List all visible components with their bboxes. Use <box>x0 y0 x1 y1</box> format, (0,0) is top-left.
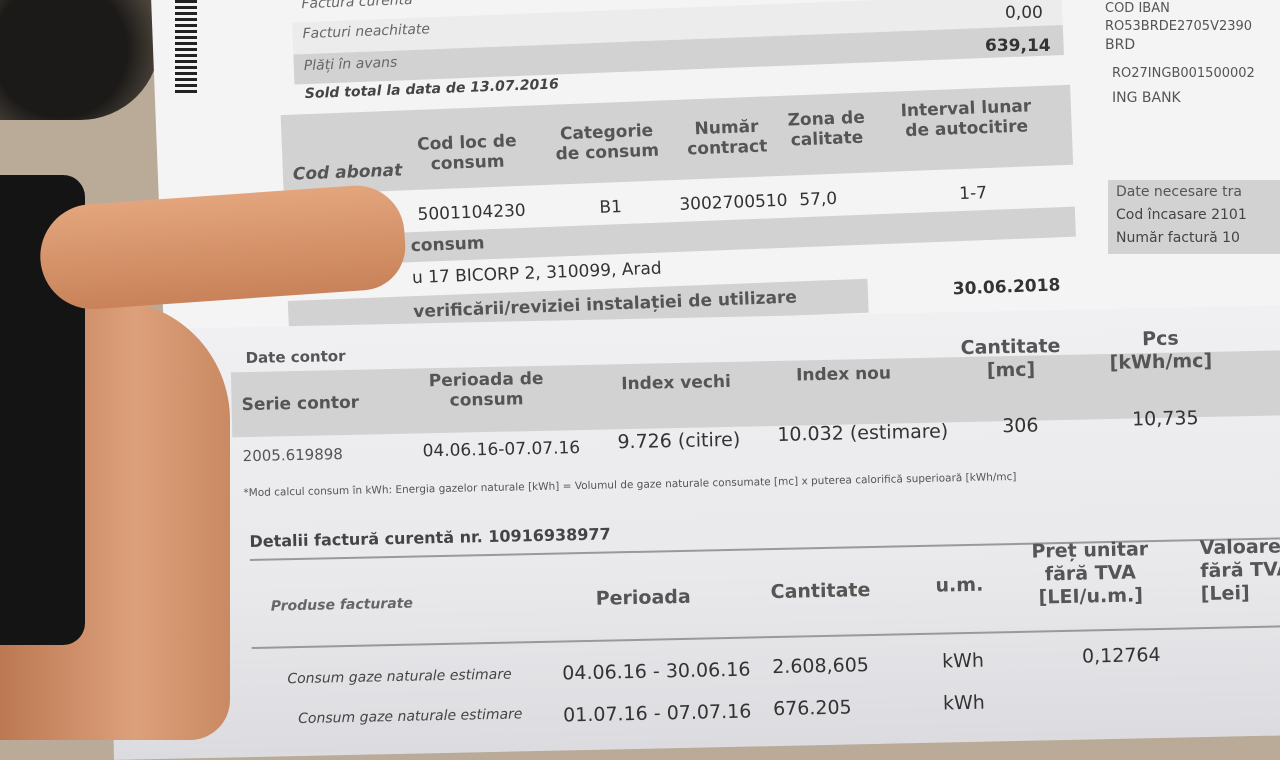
cell: 04.06.16-07.07.16 <box>422 438 581 462</box>
col-header: Cantitate <box>770 579 871 604</box>
col-header: Index vechi <box>621 371 732 395</box>
cell: 0,12764 <box>1081 643 1161 668</box>
col-header: Perioada de consum <box>428 368 544 412</box>
col-header: Index nou <box>795 363 892 386</box>
cell: 306 <box>1001 414 1039 438</box>
summary-value: 0,00 <box>1005 3 1043 23</box>
invoice-title: Detalii factură curentă nr. 10916938977 <box>249 524 611 552</box>
cell: 57,0 <box>798 188 838 211</box>
cell: 676.205 <box>772 696 852 721</box>
cell: Consum gaze naturale estimare <box>287 666 512 688</box>
cell: 3002700510 <box>679 190 788 215</box>
col-header: Pcs [kWh/mc] <box>1109 327 1213 374</box>
cell: 2005.619898 <box>242 445 344 466</box>
cell: 9.726 (citire) <box>617 428 741 454</box>
payment-box-line: Cod încasare 2101 <box>1116 207 1247 223</box>
meter-title: Date contor <box>245 346 346 368</box>
summary-label: Factura curentă <box>301 0 414 13</box>
payment-box-line: Număr factură 10 <box>1116 230 1240 246</box>
address-label: consum <box>410 233 485 257</box>
col-header: u.m. <box>935 573 984 597</box>
background-object <box>0 0 160 120</box>
col-header: Cantitate [mc] <box>960 334 1061 382</box>
cell: 10,735 <box>1131 407 1199 431</box>
bank-ing: ING BANK <box>1112 90 1181 106</box>
address: u 17 BICORP 2, 310099, Arad <box>411 258 662 289</box>
summary-value: 639,14 <box>985 36 1051 56</box>
col-header: Produse facturate <box>270 595 414 615</box>
cell: Consum gaze naturale estimare <box>298 706 523 728</box>
iban-brd: RO53BRDE2705V2390 <box>1105 19 1253 34</box>
col-header: Număr contract <box>686 116 768 160</box>
cell: kWh <box>942 691 986 715</box>
bank-panel: COD IBAN RO53BRDE2705V2390 BRD RO27INGB0… <box>1100 0 1280 260</box>
calculation-note: *Mod calcul consum în kWh: Energia gazel… <box>243 470 1017 500</box>
cell: kWh <box>941 649 985 673</box>
cell: 01.07.16 - 07.07.16 <box>562 700 752 727</box>
iban-label: COD IBAN <box>1105 1 1170 16</box>
revision-date: 30.06.2018 <box>952 275 1061 300</box>
cell: 04.06.16 - 30.06.16 <box>562 658 751 685</box>
iban-ing: RO27INGB001500002 <box>1112 66 1255 81</box>
col-header: Cod loc de consum <box>416 131 517 175</box>
bill-bottom-section: Date contor Serie contor Perioada de con… <box>105 304 1280 760</box>
cell: 5001104230 <box>417 200 527 225</box>
col-header: Zona de calitate <box>787 107 866 151</box>
col-header: Categorie de consum <box>555 120 660 165</box>
col-header: Cod abonat <box>292 160 403 185</box>
col-header: Preț unitar fără TVA [LEI/u.m.] <box>1031 538 1149 609</box>
barcode <box>175 0 197 95</box>
cell: B1 <box>599 197 623 218</box>
col-header: Valoare fără TVA [Lei] <box>1199 535 1280 605</box>
col-header: Perioada <box>595 585 691 610</box>
col-header: Interval lunar de autocitire <box>900 96 1032 142</box>
col-header: Serie contor <box>241 392 360 416</box>
cell: 2.608,605 <box>771 654 870 679</box>
cell: 10.032 (estimare) <box>777 420 949 446</box>
payment-box-line: Date necesare tra <box>1116 184 1242 200</box>
bank-brd: BRD <box>1105 37 1136 53</box>
cell: 1-7 <box>958 183 988 205</box>
